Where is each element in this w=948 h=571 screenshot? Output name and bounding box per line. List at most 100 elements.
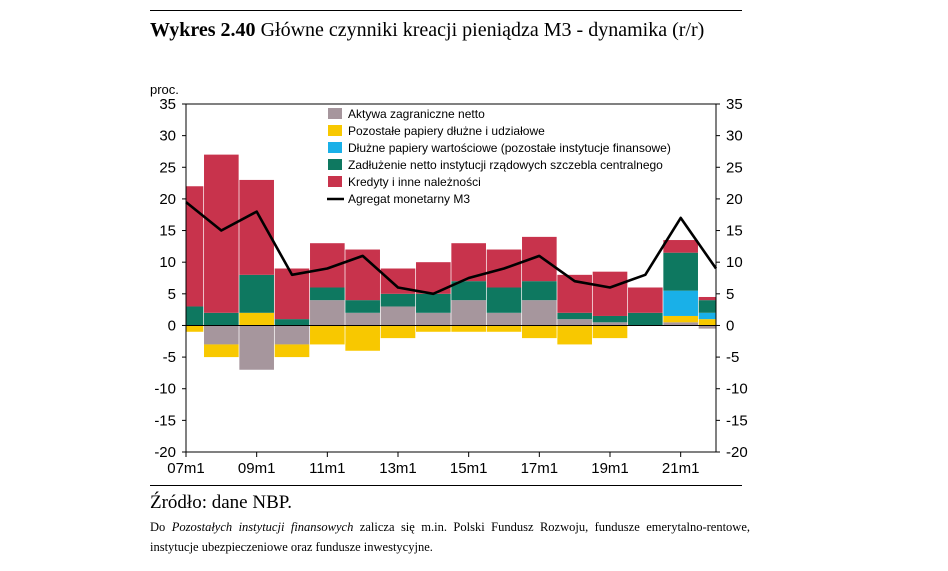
y-axis-label: proc. (150, 82, 179, 97)
axes-layer: -20 -20 -15 -15 -10 -10 -5 -5 0 0 5 5 10 10 15 15 20 20 25… (150, 82, 748, 477)
ytick-label-left: 20 (159, 191, 176, 208)
bar-1-12m1 (345, 325, 380, 351)
ytick-label-left: 15 (159, 223, 176, 240)
bar-0-15m1 (451, 300, 486, 326)
legend-swatch-4 (328, 176, 342, 187)
ytick-label-right: 10 (726, 254, 743, 271)
ytick-label-left: 30 (159, 128, 176, 145)
bar-3-13m1 (380, 293, 416, 307)
footnote-rest: zalicza się m.in. Polski Fundusz Rozwoju… (150, 520, 750, 554)
ytick-label-right: 5 (726, 286, 734, 303)
bar-1-08m1 (204, 344, 239, 358)
ytick-label-right: 30 (726, 128, 743, 145)
bar-2-21m1 (663, 290, 698, 316)
ytick-label-right: 20 (726, 191, 743, 208)
bar-1-13m1 (380, 325, 416, 339)
source-text: Źródło: dane NBP. (150, 492, 292, 513)
plot-frame (185, 103, 717, 453)
bar-0-08m1 (204, 325, 239, 345)
ytick-label-left: -20 (154, 444, 176, 461)
bar-1-14m1 (416, 325, 451, 332)
bars-layer (186, 154, 716, 370)
xtick-label: 09m1 (238, 460, 276, 477)
xtick-label: 07m1 (167, 460, 205, 477)
bar-3-18m1 (557, 312, 592, 320)
chart-title: Wykres 2.40 Główne czynniki kreacji pien… (150, 18, 742, 43)
legend-label-1: Pozostałe papiery dłużne i udziałowe (348, 124, 545, 138)
bar-1-10m1 (274, 344, 310, 358)
ytick-label-right: -10 (726, 381, 748, 398)
xtick-label: 11m1 (309, 460, 345, 477)
legend-swatch-3 (328, 159, 342, 170)
bar-3-08m1 (204, 312, 239, 326)
bar-3-10m1 (274, 319, 310, 326)
ytick-label-left: 0 (168, 317, 176, 334)
bar-0-13m1 (380, 306, 416, 326)
bar-3-21m4 (698, 300, 716, 313)
bar-4-07m1 (186, 186, 204, 307)
bar-3-14m1 (416, 293, 451, 313)
bar-0-21m4 (698, 325, 716, 329)
ytick-label-right: -15 (726, 412, 748, 429)
ytick-label-left: 5 (168, 286, 176, 303)
legend-label-2: Dłużne papiery wartościowe (pozostałe in… (348, 141, 671, 155)
bar-3-20m1 (628, 312, 663, 326)
bar-0-12m1 (345, 312, 380, 326)
line-layer (185, 201, 718, 296)
bar-4-09m1 (239, 179, 274, 275)
bar-3-17m1 (522, 281, 557, 301)
bar-0-14m1 (416, 312, 451, 326)
ytick-label-left: 25 (159, 159, 176, 176)
bar-4-21m1 (663, 240, 698, 253)
bar-0-21m1 (663, 322, 698, 326)
bar-1-18m1 (557, 325, 592, 345)
bar-3-15m1 (451, 281, 486, 301)
legend-label-3: Zadłużenie netto instytucji rządowych sz… (348, 158, 663, 172)
footnote: Do Pozostałych instytucji finansowych za… (150, 517, 750, 557)
bar-1-15m1 (451, 325, 486, 332)
bar-0-10m1 (274, 325, 310, 345)
bar-1-07m1 (186, 325, 204, 332)
bar-1-16m1 (486, 325, 522, 332)
ytick-label-right: 15 (726, 223, 743, 240)
bar-0-09m1 (239, 325, 274, 370)
footnote-italic: Pozostałych instytucji finansowych (171, 520, 354, 534)
legend-label-4: Kredyty i inne należności (348, 175, 481, 189)
bar-0-19m1 (592, 322, 628, 326)
xtick-label: 21m1 (662, 460, 700, 477)
bar-1-17m1 (522, 325, 557, 339)
legend-swatch-1 (328, 125, 342, 136)
ytick-label-right: 0 (726, 317, 734, 334)
xtick-label: 17m1 (521, 460, 559, 477)
bar-4-19m1 (592, 271, 628, 316)
bar-3-16m1 (486, 287, 522, 313)
line-series-m3 (185, 201, 718, 296)
bar-2-21m4 (698, 312, 716, 320)
ytick-label-left: 35 (159, 96, 176, 113)
footer-rule (150, 485, 742, 486)
bar-1-11m1 (310, 325, 345, 345)
bar-3-19m1 (592, 315, 628, 323)
bar-4-08m1 (204, 154, 239, 313)
bar-3-12m1 (345, 300, 380, 313)
xtick-label: 13m1 (379, 460, 417, 477)
ytick-label-right: -5 (726, 349, 739, 366)
bar-4-21m4 (698, 296, 716, 301)
bar-4-12m1 (345, 249, 380, 301)
title-rule (150, 10, 742, 11)
legend-swatch-0 (328, 108, 342, 119)
legend-swatch-2 (328, 142, 342, 153)
xtick-label: 15m1 (450, 460, 488, 477)
legend: Aktywa zagraniczne netto Pozostałe papier… (327, 107, 671, 206)
bar-3-11m1 (310, 287, 345, 301)
ytick-label-left: -15 (154, 412, 176, 429)
ytick-label-right: 25 (726, 159, 743, 176)
bar-3-21m1 (663, 252, 698, 291)
chart-title-text: Główne czynniki kreacji pieniądza M3 - d… (260, 19, 705, 41)
ytick-label-right: 35 (726, 96, 743, 113)
ytick-label-left: -5 (163, 349, 176, 366)
bar-1-21m1 (663, 315, 698, 323)
legend-label-5: Agregat monetarny M3 (348, 192, 470, 206)
ytick-label-right: -20 (726, 444, 748, 461)
